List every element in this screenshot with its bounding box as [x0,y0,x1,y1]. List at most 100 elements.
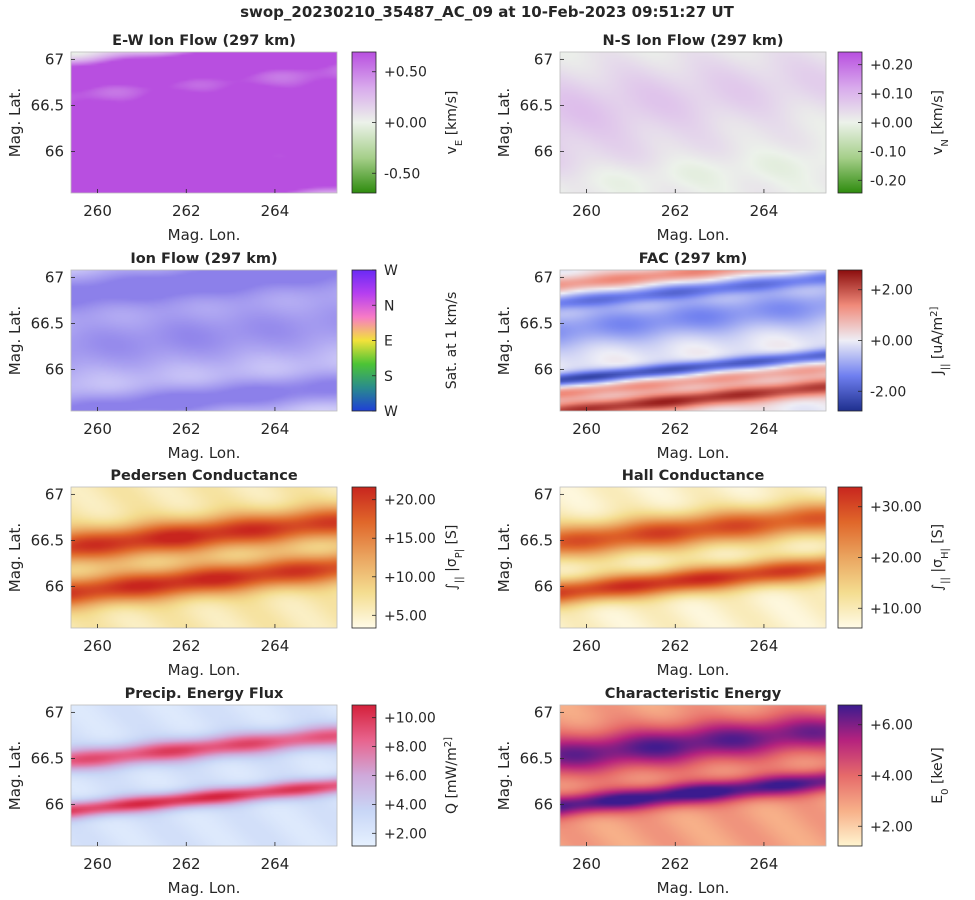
y-tick-label: 67 [534,50,553,68]
colorbar-tick-label: +4.00 [870,769,913,785]
x-tick-label: 260 [572,202,601,220]
chart-panel-6: Hall Conductance 260 262 264 66 66.5 67 Mag. Lo… [495,468,951,679]
colorbar-tick-label: +20.00 [870,551,922,567]
y-axis-label: Mag. Lat. [495,306,513,375]
x-tick-label: 260 [572,420,601,438]
x-tick-label: 264 [261,202,290,220]
x-tick-label: 262 [172,855,201,873]
y-tick-label: 66 [534,578,553,596]
panel-title: N-S Ion Flow (297 km) [603,33,784,49]
y-tick-label: 66 [534,361,553,379]
chart-panel-7: Precip. Energy Flux 260 262 264 66 66.5 67 Mag.… [6,686,460,897]
chart-panel-4: FAC (297 km) 260 262 264 66 66.5 67 Mag. Lon. Ma… [495,251,951,462]
y-tick-label: 67 [534,703,553,721]
x-tick-label: 264 [750,420,779,438]
colorbar-label: J|| [uA/m2] [929,306,951,375]
x-axis-label: Mag. Lon. [657,444,730,462]
plot-frame [70,704,338,847]
plot-frame [70,51,338,194]
x-tick-label: 262 [661,420,690,438]
colorbar-tick-label: +20.00 [384,493,436,509]
x-tick-label: 264 [261,420,290,438]
colorbar-label: vN [km/s] [930,90,951,155]
y-tick-label: 66 [534,143,553,161]
plot-frame [559,486,827,629]
y-tick-label: 67 [45,268,64,286]
colorbar-tick-label: S [384,369,393,385]
colorbar-tick-label: +10.00 [870,601,922,617]
y-axis-label: Mag. Lat. [6,88,24,157]
heatmap-image [560,52,826,193]
colorbar-tick-label: +0.20 [870,58,913,74]
panel-title: Hall Conductance [622,468,765,484]
x-tick-label: 262 [172,637,201,655]
panel-title: Characteristic Energy [605,686,782,702]
colorbar-tick-label: +15.00 [384,531,436,547]
colorbar-tick-label: -0.20 [870,173,906,189]
colorbar-tick-label: -0.10 [870,144,906,160]
x-tick-label: 260 [572,855,601,873]
x-tick-label: 264 [261,637,290,655]
heatmap-image [560,487,826,628]
y-axis-label: Mag. Lat. [495,741,513,810]
y-tick-label: 66.5 [520,314,553,332]
y-tick-label: 67 [534,485,553,503]
y-tick-label: 66 [45,361,64,379]
colorbar-tick-label: +6.00 [870,718,913,734]
colorbar-tick-label: +10.00 [384,570,436,586]
x-tick-label: 260 [83,202,112,220]
panel-title: FAC (297 km) [639,251,747,267]
colorbar-tick-label: -0.50 [384,166,420,182]
y-tick-label: 66.5 [520,531,553,549]
x-tick-label: 264 [750,855,779,873]
y-axis-label: Mag. Lat. [6,523,24,592]
plot-frame [70,269,338,412]
colorbar-tick-label: +0.50 [384,65,427,81]
y-axis-label: Mag. Lat. [6,306,24,375]
x-axis-label: Mag. Lon. [168,444,241,462]
y-axis-label: Mag. Lat. [495,88,513,157]
colorbar-label: Sat. at 1 km/s [444,292,460,390]
colorbar-label: E0 [keV] [930,747,951,803]
colorbar-tick-label: -2.00 [870,384,906,400]
plot-frame [559,51,827,194]
x-axis-label: Mag. Lon. [657,226,730,244]
colorbar-tick-label: +8.00 [384,740,427,756]
y-tick-label: 66 [45,578,64,596]
heatmap-image [71,487,337,628]
x-tick-label: 260 [83,637,112,655]
colorbar-tick-label: +2.00 [870,819,913,835]
x-tick-label: 260 [572,637,601,655]
x-tick-label: 262 [661,202,690,220]
x-tick-label: 264 [261,855,290,873]
colorbar-tick-label: +10.00 [384,711,436,727]
x-tick-label: 262 [661,855,690,873]
colorbar-tick-label: +0.10 [870,87,913,103]
heatmap-image [560,705,826,846]
chart-panel-1: E-W Ion Flow (297 km) 260 262 264 66 66.5 67 Ma… [6,33,465,244]
colorbar-label: ∫|| |σH| [S] [930,524,951,591]
x-tick-label: 260 [83,420,112,438]
y-axis-label: Mag. Lat. [6,741,24,810]
colorbar [351,486,377,629]
colorbar-tick-label: +5.00 [384,608,427,624]
colorbar-label: ∫|| |σP| [S] [444,525,465,591]
y-tick-label: 67 [45,485,64,503]
x-axis-label: Mag. Lon. [168,879,241,897]
colorbar-tick-label: +4.00 [384,797,427,813]
chart-panel-8: Characteristic Energy 260 262 264 66 66.5 67 Ma… [495,686,951,897]
heatmap-image [71,52,337,193]
heatmap-image [560,270,826,411]
y-tick-label: 66 [45,796,64,814]
colorbar-label: vE [km/s] [444,91,465,155]
colorbar-tick-label: +0.00 [870,116,913,132]
panel-title: Ion Flow (297 km) [130,251,277,267]
y-tick-label: 66 [45,143,64,161]
colorbar-label: Q [mW/m2] [443,737,461,814]
x-tick-label: 262 [172,202,201,220]
colorbar-tick-label: E [384,334,393,350]
heatmap-image [71,705,337,846]
colorbar-tick-label: W [384,404,398,420]
colorbar-tick-label: +0.00 [384,116,427,132]
